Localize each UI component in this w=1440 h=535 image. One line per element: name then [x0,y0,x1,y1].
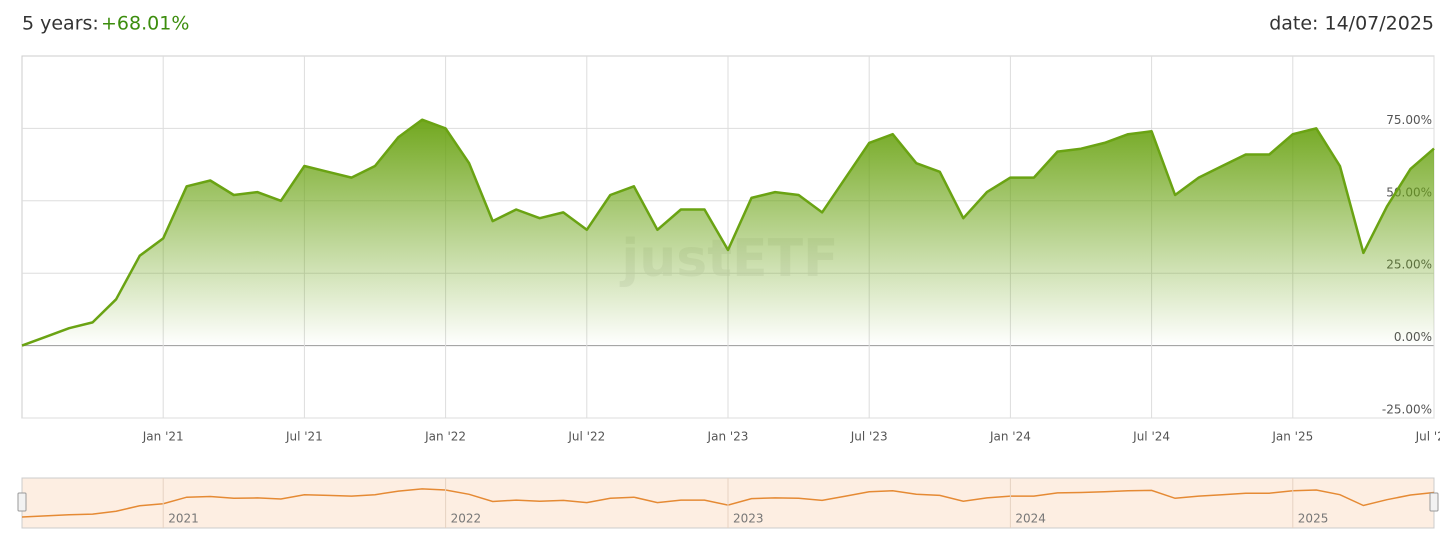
date: date: 14/07/2025 [1269,13,1434,35]
x-tick-label: Jul '25 [1415,430,1440,444]
x-tick-label: Jan '21 [142,430,184,444]
x-tick-label: Jul '22 [567,430,605,444]
navigator-label: 2022 [451,512,482,526]
navigator-label: 2025 [1298,512,1329,526]
y-tick-label: -25.00% [1382,403,1432,417]
x-tick-label: Jul '21 [285,430,323,444]
navigator-handle [17,492,27,512]
line [21,118,1435,347]
x-tick-label: Jan '22 [424,430,466,444]
area-fill [22,119,1434,346]
navigator-label: 2023 [733,512,764,526]
performance: +68.01% [101,13,189,35]
x-tick-label: Jul '24 [1132,430,1170,444]
navigator-label: 2024 [1015,512,1046,526]
navigator-handle [1429,492,1439,512]
x-tick-label: Jan '25 [1271,430,1313,444]
period: 5 years: [22,13,99,35]
x-tick-label: Jan '24 [989,430,1031,444]
x-tick-label: Jan '23 [707,430,749,444]
navigator-label: 2021 [168,512,199,526]
y-tick-label: 75.00% [1386,113,1432,127]
x-tick-label: Jul '23 [850,430,888,444]
